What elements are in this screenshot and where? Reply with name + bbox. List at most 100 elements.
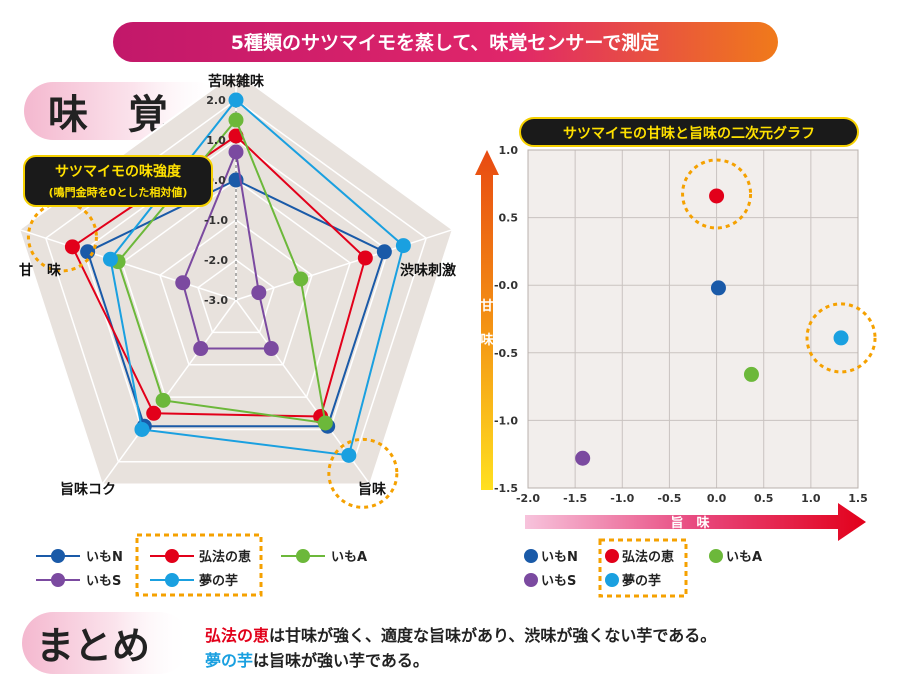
scatter-highlight-kobo bbox=[681, 158, 753, 230]
radar-grid-ring bbox=[82, 139, 390, 431]
radar-point bbox=[193, 341, 209, 357]
y-arrow-label-1: 甘 bbox=[480, 298, 493, 314]
radar-highlight-sweet bbox=[26, 201, 98, 273]
radar-legend: いもN 弘法の恵 いもA いもS 夢の芋 bbox=[36, 533, 367, 597]
scatter-x-tick: -2.0 bbox=[516, 492, 540, 505]
legend-label: いもA bbox=[331, 550, 367, 565]
legend-highlight-box bbox=[598, 538, 688, 598]
scatter-legend-item-kobo: 弘法の恵 bbox=[605, 549, 674, 565]
radar-point bbox=[228, 112, 244, 128]
y-axis-arrow bbox=[475, 150, 499, 490]
scatter-y-tick: -0.0 bbox=[494, 279, 518, 292]
radar-point bbox=[155, 392, 171, 408]
legend-item-imo-a: いもA bbox=[281, 549, 367, 565]
radar-info-subtitle: (鳴門金時を0とした相対値) bbox=[49, 185, 188, 199]
legend-label: いもS bbox=[541, 574, 576, 589]
scatter-x-tick: -0.5 bbox=[657, 492, 681, 505]
scatter-x-tick: 1.5 bbox=[848, 492, 868, 505]
scatter-point bbox=[575, 450, 591, 466]
radar-point bbox=[228, 144, 244, 160]
x-arrow-label: 旨 味 bbox=[670, 515, 709, 531]
x-axis-arrow bbox=[525, 503, 866, 541]
radar-point bbox=[376, 244, 392, 260]
scatter-title-bg bbox=[519, 117, 859, 147]
radar-point bbox=[175, 275, 191, 291]
scatter-point bbox=[833, 330, 849, 346]
legend-marker bbox=[524, 573, 538, 587]
radar-grid-ring bbox=[159, 219, 313, 366]
legend-marker bbox=[51, 549, 65, 563]
legend-marker bbox=[605, 549, 619, 563]
radar-series-line bbox=[109, 98, 405, 457]
legend-highlight-box bbox=[135, 533, 263, 597]
radar-axis-label: 渋味刺激 bbox=[400, 262, 456, 279]
radar-tick-label: -2.0 bbox=[204, 254, 228, 267]
radar-grid-ring bbox=[197, 259, 275, 334]
scatter-grid bbox=[527, 149, 859, 489]
legend-item-kobo: 弘法の恵 bbox=[150, 549, 251, 565]
scatter-x-tick: 0.5 bbox=[754, 492, 774, 505]
radar-tick-label: -1.0 bbox=[204, 214, 228, 227]
radar-spoke bbox=[101, 299, 237, 485]
legend-label: いもN bbox=[86, 550, 123, 565]
scatter-plot-area bbox=[528, 150, 858, 488]
radar-highlight-umami bbox=[327, 437, 399, 509]
legend-item-imo-n: いもN bbox=[36, 549, 123, 565]
radar-series-line bbox=[116, 118, 327, 425]
radar-series bbox=[26, 92, 411, 509]
scatter-point bbox=[710, 280, 726, 296]
radar-point bbox=[317, 415, 333, 431]
scatter-tick-labels: -2.0 -1.5 -1.0 -0.5 0.0 0.5 1.0 1.51.00.5-0.0-0… bbox=[494, 144, 868, 505]
scatter-x-tick: 1.0 bbox=[801, 492, 821, 505]
radar-spoke bbox=[235, 228, 454, 301]
banner-background bbox=[113, 22, 778, 62]
legend-label: 弘法の恵 bbox=[199, 549, 251, 565]
legend-marker bbox=[296, 549, 310, 563]
radar-tick-label: 2.0 bbox=[206, 94, 226, 107]
radar-grid bbox=[18, 72, 454, 485]
radar-point bbox=[395, 238, 411, 254]
radar-axis-label: 苦味雑味 bbox=[208, 73, 264, 90]
summary-highlight-yume: 夢の芋 bbox=[205, 651, 253, 670]
scatter-highlight-yume bbox=[805, 302, 877, 374]
scatter-y-tick: 1.0 bbox=[499, 144, 519, 157]
legend-label: 弘法の恵 bbox=[622, 549, 674, 565]
scatter-y-tick: 0.5 bbox=[499, 212, 519, 225]
summary-line-2: 夢の芋は旨味が強い芋である。 bbox=[205, 651, 429, 670]
radar-axis-label: 旨味 bbox=[358, 482, 386, 498]
radar-series-line bbox=[71, 134, 367, 418]
scatter-y-tick: -0.5 bbox=[494, 347, 518, 360]
radar-point bbox=[263, 341, 279, 357]
scatter-points bbox=[575, 158, 877, 466]
radar-point bbox=[134, 421, 150, 437]
radar-series-line bbox=[181, 148, 273, 350]
radar-info-title: サツマイモの味強度 bbox=[55, 163, 182, 180]
radar-info-box: サツマイモの味強度 (鳴門金時を0とした相対値) bbox=[23, 155, 213, 207]
radar-point bbox=[293, 271, 309, 287]
banner: 5種類のサツマイモを蒸して、味覚センサーで測定 bbox=[113, 22, 778, 62]
radar-point bbox=[102, 251, 118, 267]
radar-series-line bbox=[86, 178, 386, 428]
radar-point bbox=[80, 244, 96, 260]
radar-point bbox=[146, 405, 162, 421]
scatter-point bbox=[743, 366, 759, 382]
taste-section-title: 味 覚 bbox=[48, 92, 168, 138]
legend-marker bbox=[165, 549, 179, 563]
scatter-legend-item-yume: 夢の芋 bbox=[605, 573, 661, 589]
legend-marker bbox=[524, 549, 538, 563]
scatter-legend-item-imo-n: いもN bbox=[524, 549, 578, 565]
radar-axis-label: 甘 味 bbox=[19, 262, 61, 279]
radar-point bbox=[64, 239, 80, 255]
radar-point bbox=[251, 285, 267, 301]
legend-label: いもA bbox=[726, 550, 762, 565]
legend-marker bbox=[165, 573, 179, 587]
radar-tick-labels: 2.01.00.0-1.0-2.0-3.0 bbox=[204, 94, 228, 307]
radar-tick-label: 1.0 bbox=[206, 134, 226, 147]
summary-section: まとめ 弘法の恵は甘味が強く、適度な旨味があり、渋味が強くない芋である。 夢の芋… bbox=[22, 612, 716, 674]
scatter-y-tick: -1.5 bbox=[494, 482, 518, 495]
radar-point bbox=[357, 250, 373, 266]
legend-label: いもN bbox=[541, 550, 578, 565]
summary-line-1-text: は甘味が強く、適度な旨味があり、渋味が強くない芋である。 bbox=[269, 626, 716, 645]
